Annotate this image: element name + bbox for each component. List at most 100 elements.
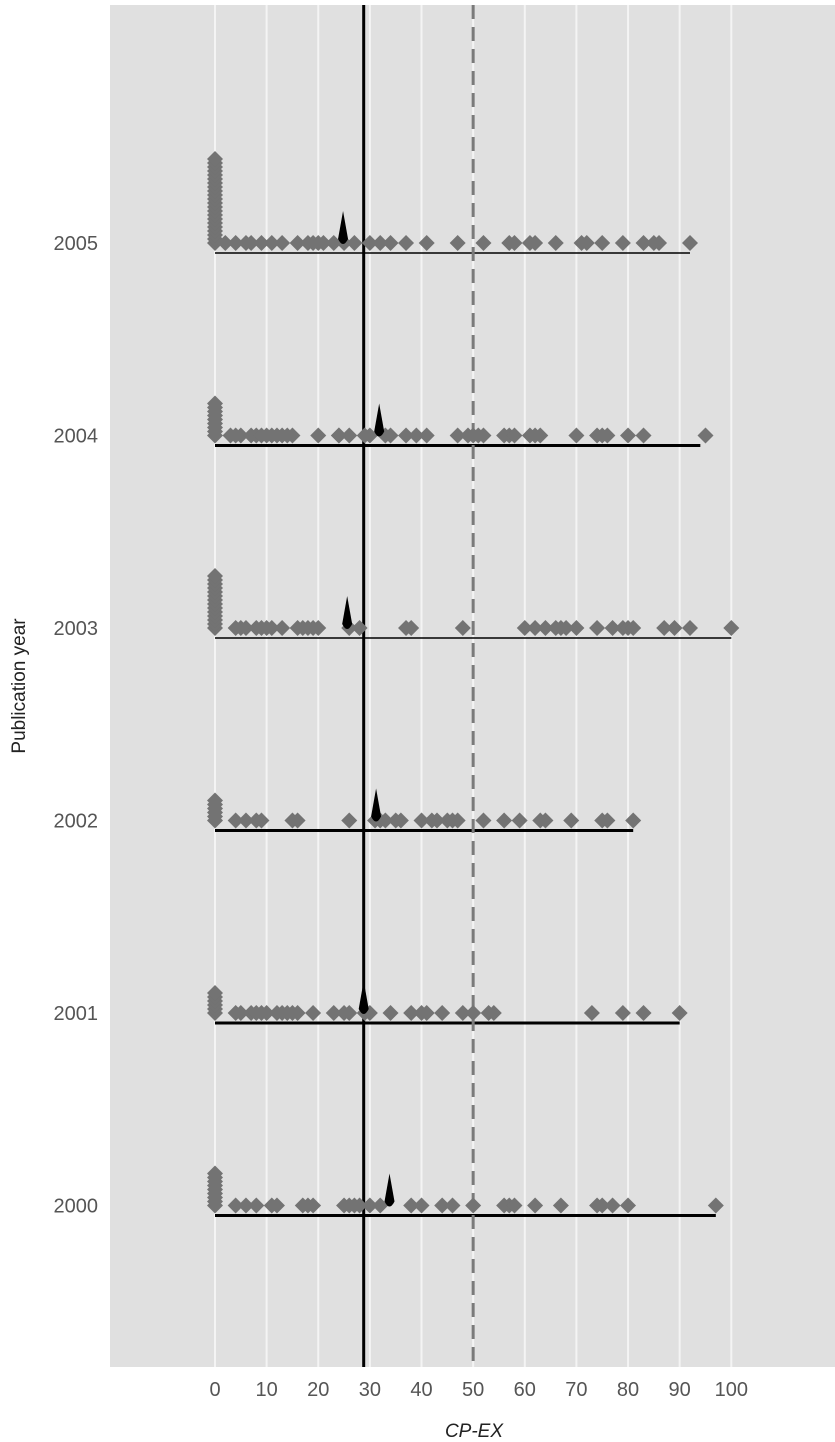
data-point [346, 235, 363, 251]
x-gridlines [214, 5, 733, 1367]
data-point [237, 812, 254, 829]
mean-marker [338, 211, 349, 244]
data-point [707, 1197, 724, 1214]
data-point [449, 812, 466, 829]
data-point [666, 620, 683, 636]
x-tick-label: 50 [462, 1379, 484, 1401]
data-point [552, 1197, 569, 1214]
x-axis-title: CP-EX [445, 1421, 504, 1442]
data-point [723, 620, 740, 636]
data-point [418, 1005, 435, 1021]
mean-marker [342, 596, 353, 629]
x-tick-label: 90 [669, 1379, 691, 1401]
data-point [620, 427, 637, 444]
data-point [232, 1005, 249, 1021]
data-point [449, 235, 466, 251]
data-point [372, 1197, 389, 1214]
data-point [475, 427, 492, 444]
data-point [506, 1197, 523, 1214]
y-axis-labels: 2005 2004 2003 2002 2001 2000 [54, 233, 99, 1218]
data-point [248, 1197, 265, 1214]
data-point [227, 235, 244, 251]
data-point [620, 1197, 637, 1214]
data-point [599, 427, 616, 444]
data-point [558, 620, 575, 636]
data-point [361, 1197, 378, 1214]
x-tick-label: 30 [359, 1379, 381, 1401]
data-point [403, 1005, 420, 1021]
data-point [444, 1197, 461, 1214]
data-point [351, 620, 368, 636]
data-point [465, 1197, 482, 1214]
data-point [341, 812, 358, 829]
mean-marker [371, 788, 382, 822]
data-point [594, 235, 611, 251]
data-point [284, 427, 301, 444]
data-point [635, 235, 652, 251]
y-tick-label: 2001 [54, 1003, 99, 1025]
data-point [274, 235, 291, 251]
data-point [227, 1197, 244, 1214]
data-point [635, 427, 652, 444]
data-point [305, 1197, 322, 1214]
x-tick-label: 60 [514, 1379, 536, 1401]
data-point [227, 812, 244, 829]
data-point [537, 620, 554, 636]
zero-point [207, 568, 223, 584]
x-tick-label: 10 [256, 1379, 278, 1401]
x-tick-label: 20 [307, 1379, 329, 1401]
data-point [578, 235, 595, 251]
mean-markers [338, 211, 395, 1207]
data-point [403, 1197, 420, 1214]
y-axis-title: Publication year [9, 618, 30, 754]
data-point [315, 235, 332, 251]
data-point [697, 427, 714, 444]
mean-marker [374, 403, 385, 437]
x-tick-label: 70 [565, 1379, 587, 1401]
data-point [625, 620, 642, 636]
data-point [434, 1005, 451, 1021]
y-tick-label: 2004 [54, 426, 99, 448]
data-point [485, 1005, 502, 1021]
data-point [351, 1197, 368, 1214]
data-point [681, 620, 698, 636]
data-point [372, 235, 389, 251]
data-point [429, 812, 446, 829]
data-point [268, 1197, 285, 1214]
data-point [563, 812, 580, 829]
data-point [537, 812, 554, 829]
y-tick-label: 2005 [54, 233, 99, 255]
reference-lines [362, 5, 475, 1367]
data-point [413, 1197, 430, 1214]
mean-marker [358, 981, 369, 1014]
data-point [625, 812, 642, 829]
data-point [382, 427, 399, 444]
data-point [341, 1005, 358, 1021]
x-tick-label: 0 [209, 1379, 220, 1401]
data-point [465, 1005, 482, 1021]
data-point [289, 235, 306, 251]
data-point [449, 427, 466, 444]
zero-point [207, 985, 223, 1001]
range-lines [215, 252, 732, 1217]
data-point [547, 235, 564, 251]
data-point [599, 812, 616, 829]
data-point [403, 620, 420, 636]
y-tick-label: 2002 [54, 811, 99, 833]
y-tick-label: 2003 [54, 618, 99, 640]
data-point [454, 620, 471, 636]
data-point [289, 812, 306, 829]
data-point [475, 235, 492, 251]
data-point [263, 235, 280, 251]
data-point [237, 620, 254, 636]
data-point [418, 427, 435, 444]
data-point [330, 427, 347, 444]
data-point [310, 620, 327, 636]
data-point [382, 1005, 399, 1021]
data-point [583, 1005, 600, 1021]
x-tick-label: 100 [715, 1379, 748, 1401]
data-point [382, 235, 399, 251]
data-point [568, 620, 585, 636]
data-point [511, 812, 528, 829]
